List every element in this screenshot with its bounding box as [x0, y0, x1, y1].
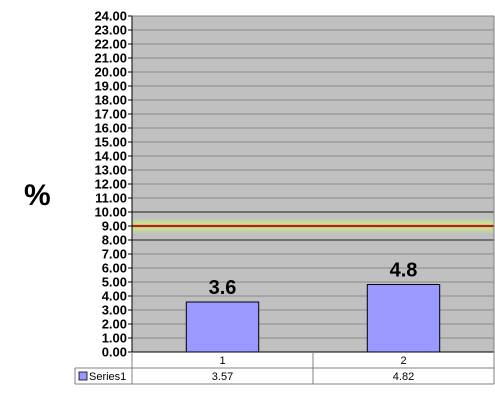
y-tick-label: 4.00: [102, 289, 127, 304]
y-axis-label: %: [24, 179, 51, 212]
y-tick-label: 17.00: [94, 107, 127, 122]
y-tick-label: 2.00: [102, 317, 127, 332]
y-tick-label: 0.00: [102, 345, 127, 360]
y-tick-label: 13.00: [94, 163, 127, 178]
y-tick-label: 11.00: [95, 191, 127, 206]
y-tick-label: 23.00: [94, 23, 127, 38]
y-tick-label: 6.00: [102, 261, 127, 276]
y-tick-label: 1.00: [102, 331, 127, 346]
data-label: 3.6: [209, 277, 237, 299]
table-value: 4.82: [393, 371, 414, 383]
y-tick-label: 5.00: [102, 275, 127, 290]
y-tick-label: 22.00: [94, 37, 127, 52]
y-tick-label: 15.00: [94, 135, 127, 150]
series-name: Series1: [89, 371, 126, 383]
y-tick-label: 19.00: [94, 79, 127, 94]
y-tick-label: 8.00: [102, 233, 127, 248]
table-value: 3.57: [212, 371, 233, 383]
legend-key: [78, 371, 88, 381]
y-tick-label: 10.00: [94, 205, 127, 220]
y-tick-label: 24.00: [94, 9, 127, 24]
y-tick-label: 14.00: [94, 149, 127, 164]
y-tick-label: 9.00: [102, 219, 127, 234]
y-tick-label: 20.00: [94, 65, 127, 80]
bar: [366, 284, 441, 353]
y-tick-label: 3.00: [102, 303, 127, 318]
bar: [185, 301, 260, 353]
y-tick-label: 21.00: [94, 51, 127, 66]
y-tick-label: 12.00: [94, 177, 127, 192]
y-tick-label: 7.00: [102, 247, 127, 262]
y-tick-label: 16.00: [94, 121, 127, 136]
x-category-label: 2: [400, 355, 406, 367]
data-label: 4.8: [390, 260, 418, 282]
x-category-label: 1: [219, 355, 225, 367]
y-tick-label: 18.00: [94, 93, 127, 108]
